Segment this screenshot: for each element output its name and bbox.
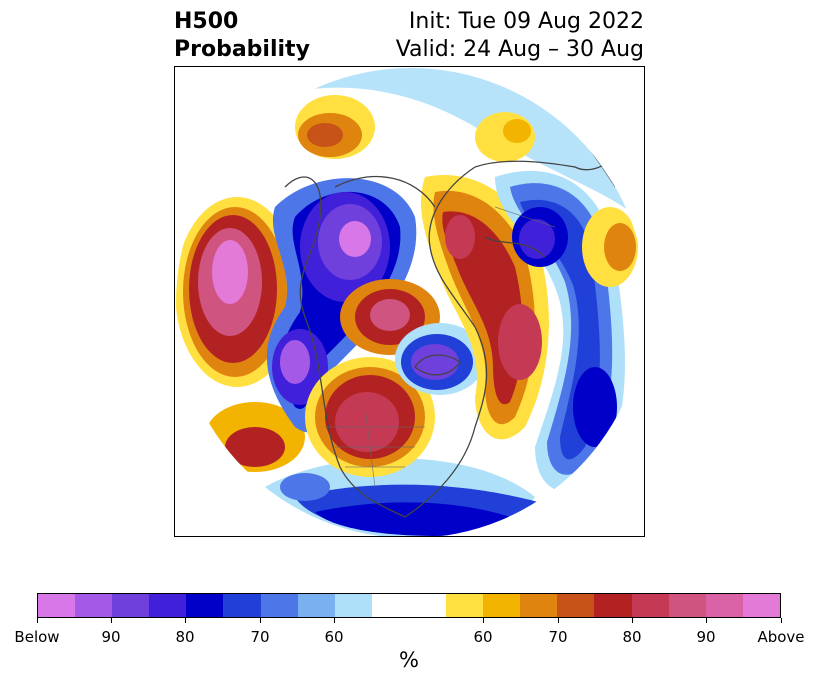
colorbar-segment: [520, 594, 558, 617]
colorbar-tickmark: [781, 618, 782, 623]
colorbar-tickmark: [706, 618, 707, 623]
colorbar-segment: [594, 594, 632, 617]
valid-range: Valid: 24 Aug – 30 Aug: [395, 37, 644, 62]
region-atlantic-south-below: [280, 473, 555, 536]
colorbar-segment: [668, 594, 706, 617]
colorbar-tickmark: [111, 618, 112, 623]
colorbar-segment: [483, 594, 521, 617]
colorbar-segment: [371, 594, 447, 617]
probability-map: [176, 68, 644, 536]
colorbar-segment: [557, 594, 595, 617]
colorbar-tickmark: [37, 618, 38, 623]
title-right: Init: Tue 09 Aug 2022 Valid: 24 Aug – 30…: [396, 8, 644, 64]
colorbar-tick-label: 90: [696, 628, 716, 646]
title-variable: H500: [174, 9, 239, 34]
init-date: Init: Tue 09 Aug 2022: [408, 9, 644, 34]
colorbar-tick-label: Above: [757, 628, 805, 646]
colorbar-unit-label: %: [399, 648, 419, 672]
colorbar-segment: [112, 594, 150, 617]
colorbar-tickmark: [558, 618, 559, 623]
title-type: Probability: [174, 37, 310, 62]
colorbar-segment: [705, 594, 743, 617]
title-left: H500 Probability: [174, 8, 310, 64]
colorbar-tickmark: [632, 618, 633, 623]
colorbar-segment: [38, 594, 76, 617]
colorbar-tick-label: 70: [250, 628, 270, 646]
colorbar: [37, 593, 781, 618]
colorbar-segment: [149, 594, 187, 617]
colorbar-tick-label: 60: [473, 628, 493, 646]
colorbar-tick-label: Below: [14, 628, 60, 646]
colorbar-tick-label: 80: [622, 628, 642, 646]
colorbar-tick-label: 90: [101, 628, 121, 646]
colorbar-tickmark: [185, 618, 186, 623]
colorbar-segment: [75, 594, 113, 617]
colorbar-segment: [297, 594, 335, 617]
region-arctic-below: [395, 323, 485, 395]
colorbar-segment: [446, 594, 484, 617]
colorbar-tick-label: 60: [324, 628, 344, 646]
colorbar-tick-label: 70: [548, 628, 568, 646]
colorbar-tickmark: [483, 618, 484, 623]
colorbar-segment: [631, 594, 669, 617]
coastlines: [284, 146, 636, 518]
colorbar-segment: [186, 594, 224, 617]
colorbar-tickmark: [334, 618, 335, 623]
colorbar-tick-label: 80: [175, 628, 195, 646]
colorbar-segment: [742, 594, 780, 617]
colorbar-segment: [334, 594, 372, 617]
colorbar-segment: [223, 594, 261, 617]
colorbar-segment: [260, 594, 298, 617]
region-europe-atlantic-below: [495, 170, 638, 492]
colorbar-tickmark: [260, 618, 261, 623]
map-panel: [174, 66, 645, 537]
